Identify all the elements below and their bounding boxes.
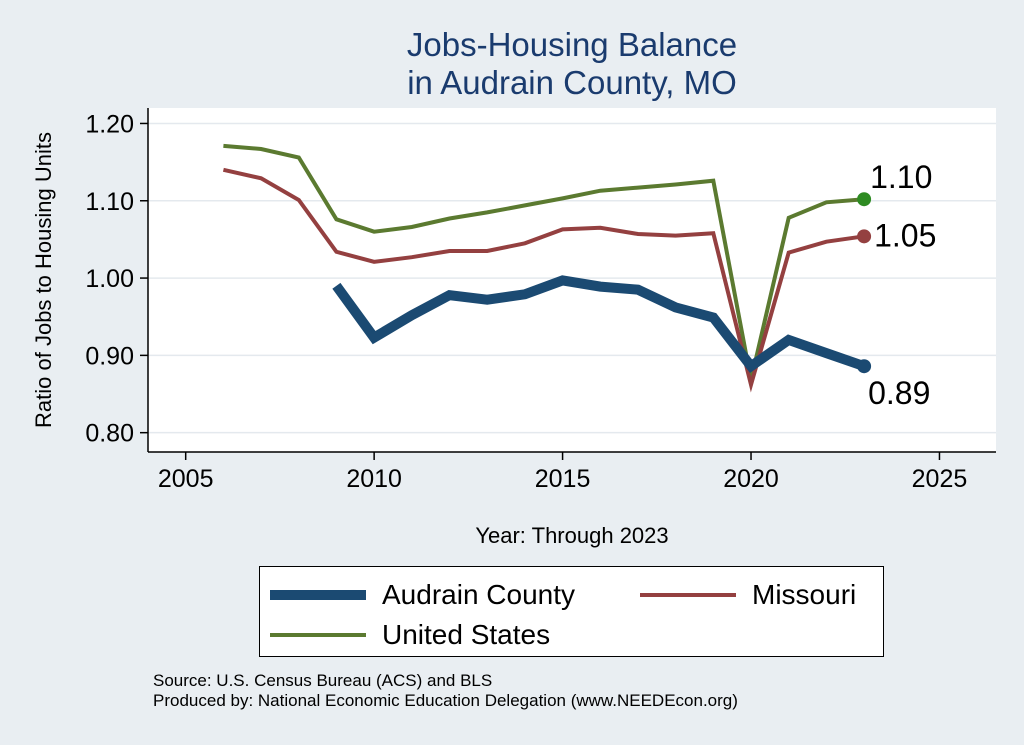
chart-title-line-2: in Audrain County, MO bbox=[407, 64, 737, 101]
x-tick-label: 2010 bbox=[346, 465, 402, 493]
x-tick-label: 2025 bbox=[912, 465, 968, 493]
y-tick-label: 1.20 bbox=[85, 110, 134, 138]
end-value-label: 0.89 bbox=[868, 375, 930, 411]
y-tick-label: 1.10 bbox=[85, 188, 134, 216]
legend: Audrain County Missouri United States bbox=[259, 566, 884, 657]
legend-swatch-missouri bbox=[640, 593, 736, 597]
legend-label-missouri: Missouri bbox=[752, 579, 857, 610]
legend-item-audrain: Audrain County bbox=[270, 579, 575, 611]
y-tick-label: 0.90 bbox=[85, 342, 134, 370]
legend-swatch-audrain bbox=[270, 590, 366, 600]
x-axis-label: Year: Through 2023 bbox=[475, 523, 669, 548]
producer-line: Produced by: National Economic Education… bbox=[153, 691, 738, 710]
legend-swatch-us bbox=[270, 633, 366, 637]
y-axis-label: Ratio of Jobs to Housing Units bbox=[31, 132, 56, 428]
legend-label-us: United States bbox=[382, 619, 551, 650]
end-marker-audrain-county bbox=[857, 359, 872, 374]
end-marker-missouri bbox=[857, 229, 872, 244]
y-tick-label: 0.80 bbox=[85, 420, 134, 448]
end-marker-united-states bbox=[857, 192, 872, 207]
legend-item-missouri: Missouri bbox=[640, 579, 856, 611]
legend-item-us: United States bbox=[270, 619, 550, 651]
x-tick-label: 2015 bbox=[535, 465, 591, 493]
x-tick-label: 2005 bbox=[158, 465, 214, 493]
x-tick-label: 2020 bbox=[723, 465, 779, 493]
end-value-label: 1.05 bbox=[874, 217, 936, 253]
source-line: Source: U.S. Census Bureau (ACS) and BLS bbox=[153, 671, 493, 690]
source-note: Source: U.S. Census Bureau (ACS) and BLS… bbox=[153, 671, 738, 711]
chart-title: Jobs-Housing Balance in Audrain County, … bbox=[0, 26, 1024, 102]
chart-title-line-1: Jobs-Housing Balance bbox=[406, 26, 738, 63]
legend-label-audrain: Audrain County bbox=[382, 579, 576, 610]
end-value-label: 1.10 bbox=[870, 159, 932, 195]
y-tick-label: 1.00 bbox=[85, 265, 134, 293]
series-line-audrain-county bbox=[332, 275, 866, 374]
series-line-united-states bbox=[223, 143, 865, 381]
